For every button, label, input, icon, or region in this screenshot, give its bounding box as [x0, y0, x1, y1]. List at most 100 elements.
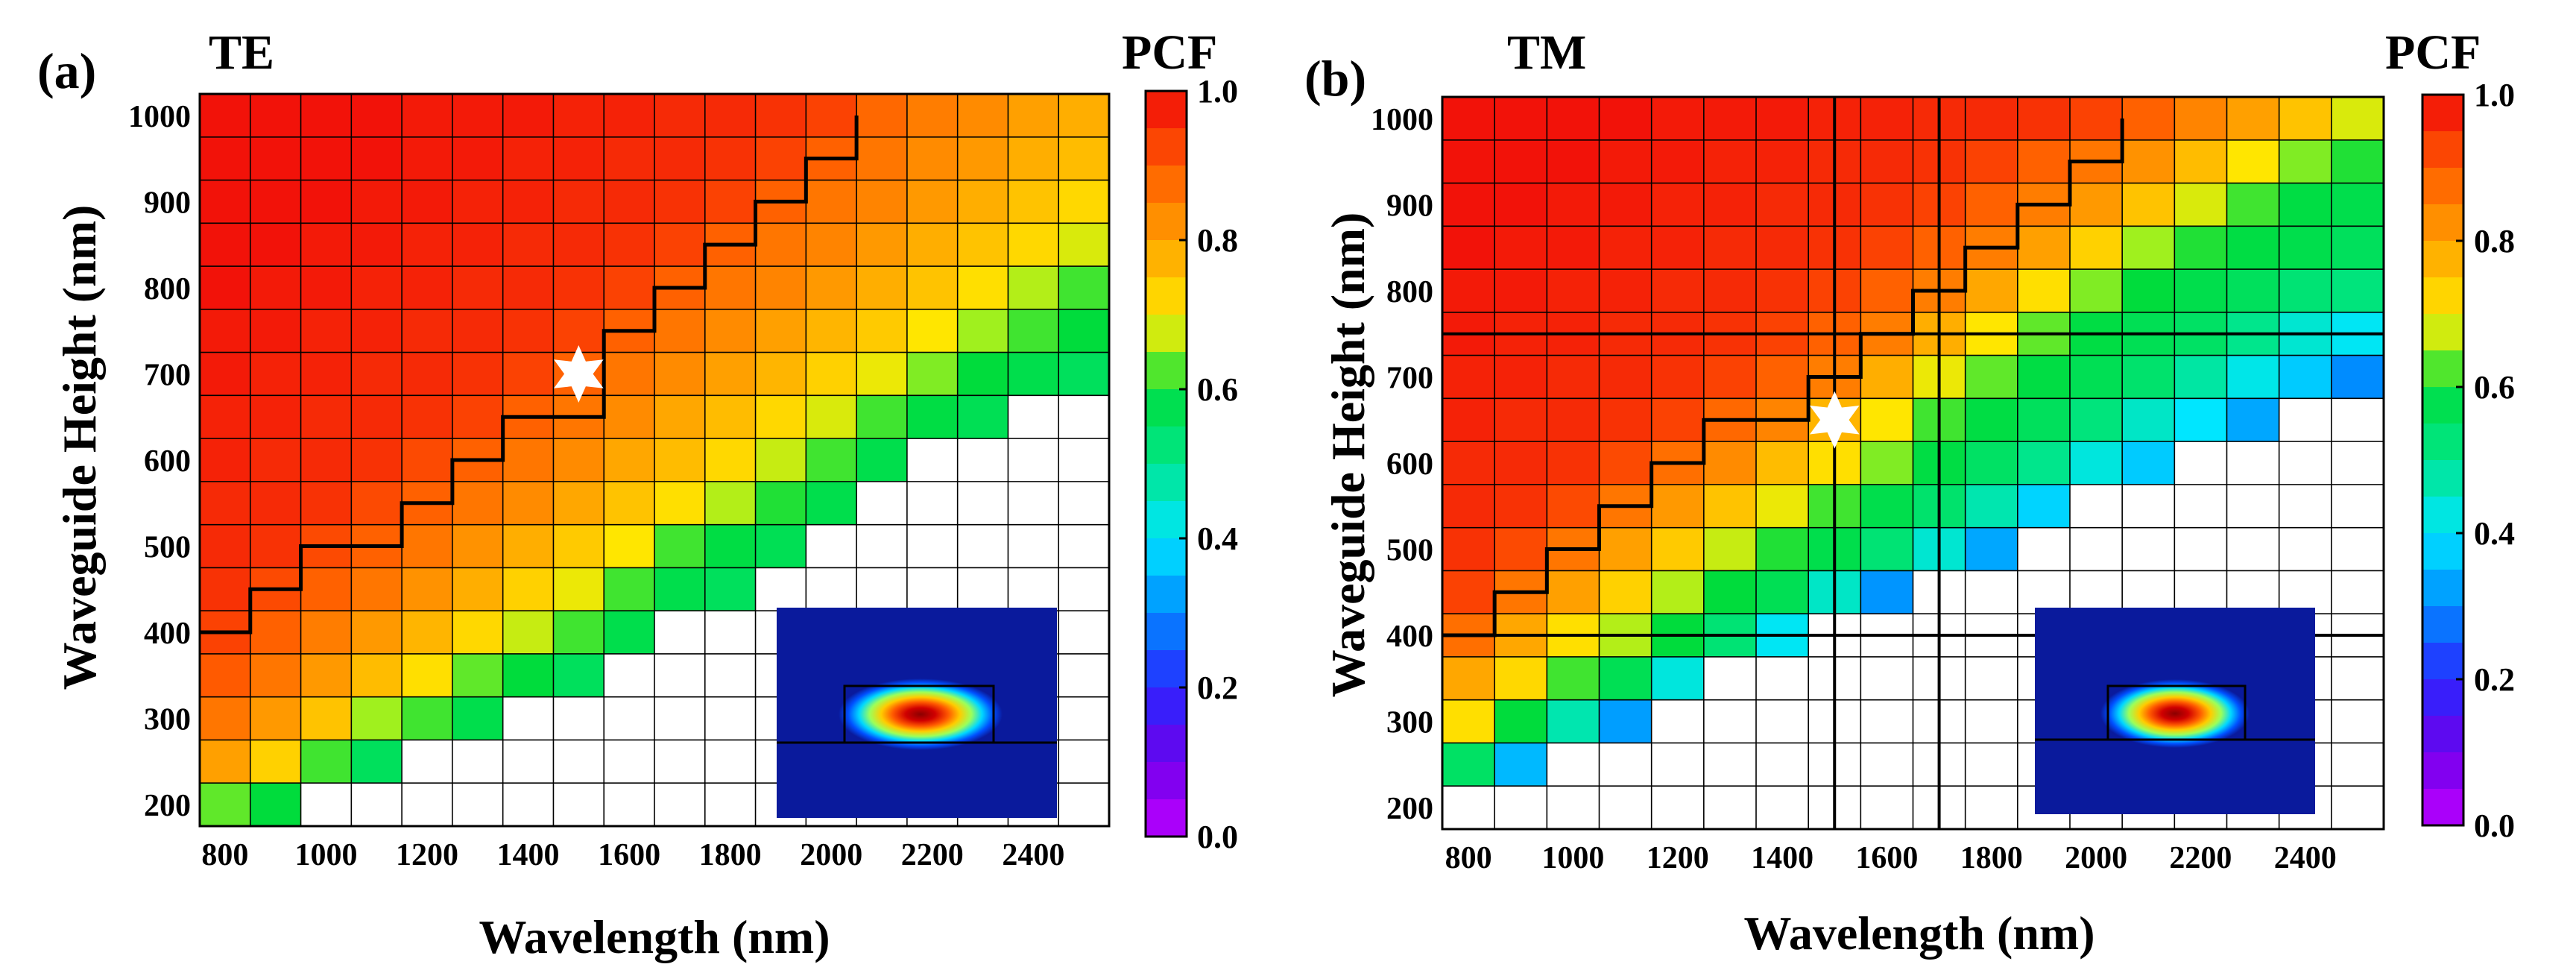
heatmap-cell	[200, 266, 251, 310]
heatmap-cell	[2331, 269, 2384, 313]
heatmap-cell	[553, 481, 604, 526]
heatmap-cell	[1494, 139, 1547, 184]
heatmap-cell	[1494, 527, 1547, 572]
colorbar-segment	[1146, 650, 1187, 688]
heatmap-cell	[2122, 97, 2175, 141]
heatmap-cell	[2017, 484, 2071, 529]
heatmap-cell	[402, 611, 453, 655]
heatmap-cell	[1651, 527, 1705, 572]
y-tick-label: 500	[144, 531, 191, 565]
heatmap-cell	[604, 696, 655, 741]
heatmap-cell	[2226, 441, 2280, 485]
heatmap-cell	[1703, 226, 1757, 270]
heatmap-cell	[1651, 226, 1705, 270]
heatmap-cell	[200, 136, 251, 181]
heatmap-cell	[806, 438, 857, 482]
heatmap-cell	[250, 438, 302, 482]
heatmap-cell	[402, 180, 453, 224]
heatmap-cell	[1494, 398, 1547, 442]
panel-b: (b) TM Waveguide Height (nm) Wavelength …	[1304, 25, 2515, 960]
colorbar-tick-label: 1.0	[1197, 73, 1238, 110]
heatmap-cell	[2017, 97, 2071, 141]
heatmap-cell	[906, 352, 959, 396]
colorbar-segment	[2422, 497, 2463, 534]
x-tick-label: 1200	[1647, 841, 1709, 875]
heatmap-cell	[1703, 484, 1757, 529]
heatmap-cell	[200, 309, 251, 353]
heatmap-cell	[806, 352, 857, 396]
heatmap-cell	[856, 94, 908, 138]
x-tick-label: 2200	[901, 838, 964, 872]
heatmap-cell	[654, 136, 706, 181]
colorbar-segment	[1146, 464, 1187, 502]
heatmap-cell	[2174, 97, 2228, 141]
heatmap-cell	[300, 783, 352, 827]
panel-b-colorbar-frame	[2421, 93, 2465, 827]
heatmap-cell	[2174, 441, 2228, 485]
heatmap-cell	[2331, 743, 2384, 787]
heatmap-cell	[2174, 527, 2228, 572]
heatmap-cell	[1860, 656, 1914, 701]
heatmap-cell	[704, 481, 757, 526]
heatmap-cell	[351, 136, 402, 181]
heatmap-cell	[1442, 699, 1495, 744]
heatmap-cell	[906, 94, 959, 138]
heatmap-cell	[553, 266, 604, 310]
heatmap-cell	[2122, 484, 2175, 529]
heatmap-cell	[1599, 355, 1652, 399]
heatmap-cell	[2226, 226, 2280, 270]
heatmap-cell	[502, 180, 555, 224]
heatmap-cell	[300, 266, 352, 310]
heatmap-cell	[1008, 438, 1059, 482]
heatmap-cell	[553, 696, 604, 741]
colorbar-segment	[1146, 762, 1187, 800]
heatmap-cell	[452, 696, 504, 741]
heatmap-cell	[906, 136, 959, 181]
heatmap-cell	[1703, 656, 1757, 701]
heatmap-cell	[502, 783, 555, 827]
colorbar-segment	[1146, 389, 1187, 427]
heatmap-cell	[1547, 398, 1600, 442]
heatmap-cell	[604, 223, 655, 267]
pcf-boundary-line	[200, 115, 859, 635]
heatmap-cell	[704, 783, 757, 827]
heatmap-cell	[402, 653, 453, 698]
heatmap-cell	[1008, 567, 1059, 611]
panel-b-y-ticks: 200 300 400 500 600 700 800 900 1000	[1371, 103, 1433, 826]
heatmap-cell	[452, 94, 504, 138]
heatmap-cell	[1547, 743, 1600, 787]
heatmap-cell	[654, 180, 706, 224]
heatmap-cell	[755, 309, 806, 353]
heatmap-cell	[1703, 570, 1757, 614]
heatmap-cell	[2070, 441, 2123, 485]
heatmap-cell	[1058, 136, 1110, 181]
colorbar-segment	[2422, 350, 2463, 388]
heatmap-cell	[1703, 699, 1757, 744]
heatmap-cell	[2174, 183, 2228, 227]
heatmap-cell	[402, 94, 453, 138]
heatmap-cell	[452, 740, 504, 784]
heatmap-cell	[1494, 97, 1547, 141]
heatmap-cell	[351, 266, 402, 310]
heatmap-cell	[1494, 743, 1547, 787]
heatmap-cell	[1442, 139, 1495, 184]
heatmap-cell	[1058, 524, 1110, 569]
y-tick-label: 1000	[1371, 103, 1433, 137]
heatmap-cell	[2279, 441, 2332, 485]
heatmap-cell	[704, 740, 757, 784]
heatmap-cell	[553, 180, 604, 224]
panel-b-letter: (b)	[1304, 50, 1366, 107]
panel-b-mode-profile	[2100, 679, 2250, 748]
colorbar-segment	[2422, 314, 2463, 351]
heatmap-cell	[1703, 786, 1757, 830]
heatmap-cell	[755, 94, 806, 138]
heatmap-cell	[402, 567, 453, 611]
heatmap-cell	[2017, 269, 2071, 313]
heatmap-cell	[2122, 398, 2175, 442]
panel-a: (a) TE Waveguide Height (nm) Wavelength …	[37, 25, 1238, 963]
colorbar-segment	[2422, 95, 2463, 132]
panel-a-heatmap-cells	[200, 94, 1110, 827]
heatmap-cell	[502, 438, 555, 482]
panel-a-colorbar-frame	[1144, 89, 1188, 838]
